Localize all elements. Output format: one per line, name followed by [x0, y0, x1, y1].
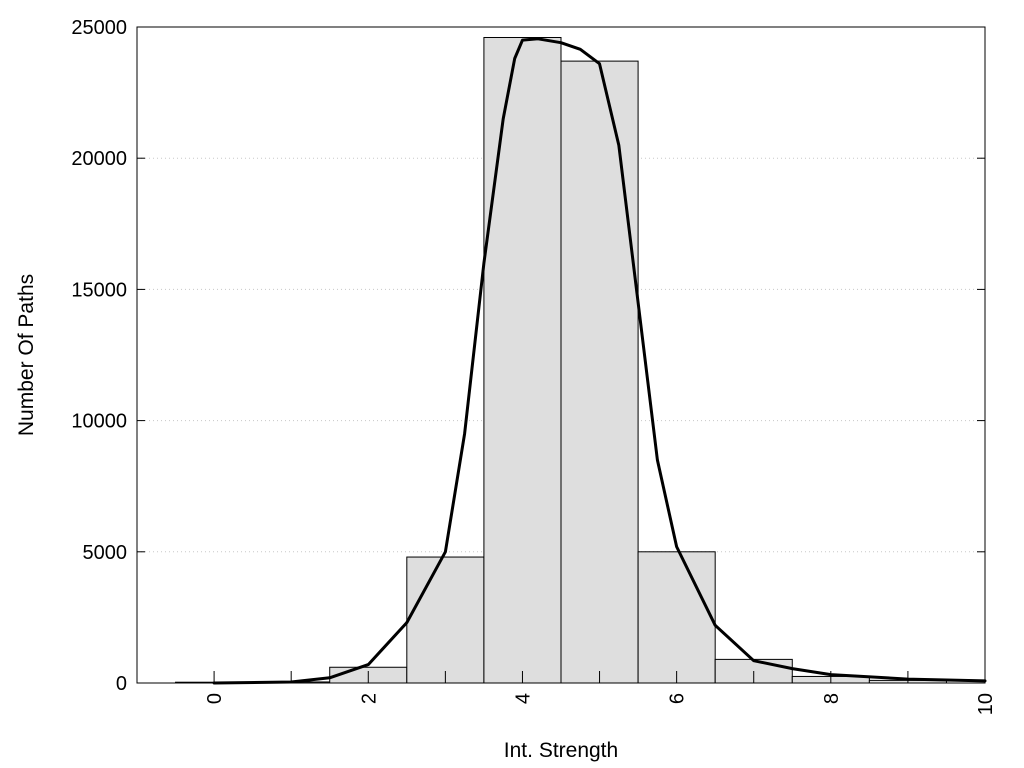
y-tick-label: 20000 — [71, 148, 127, 170]
x-tick-label: 2 — [358, 693, 380, 704]
y-axis-title: Number Of Paths — [15, 274, 38, 436]
axis-ticks — [137, 26, 986, 684]
y-tick-label: 25000 — [71, 17, 127, 39]
y-tick-label: 15000 — [71, 279, 127, 301]
histogram-bar — [560, 60, 639, 684]
histogram-bar — [406, 556, 485, 684]
histogram-bars — [175, 36, 947, 684]
x-tick-label: 6 — [667, 693, 689, 704]
y-tick-label: 0 — [116, 673, 127, 695]
histogram-bar — [637, 551, 716, 684]
x-tick-label: 8 — [821, 693, 843, 704]
y-tick-label: 10000 — [71, 411, 127, 433]
histogram-bar — [483, 36, 562, 684]
plot-frame — [136, 26, 986, 684]
fit-curve-layer — [212, 37, 987, 685]
tick-labels: 0 5000 10000 15000 20000 25000 0 2 4 6 8 10 — [71, 17, 997, 715]
y-tick-label: 5000 — [83, 542, 128, 564]
fit-curve — [212, 37, 987, 685]
x-tick-label: 0 — [204, 693, 226, 704]
x-axis-title: Int. Strength — [504, 739, 618, 762]
x-tick-label: 10 — [975, 693, 997, 715]
x-tick-label: 4 — [512, 693, 534, 704]
